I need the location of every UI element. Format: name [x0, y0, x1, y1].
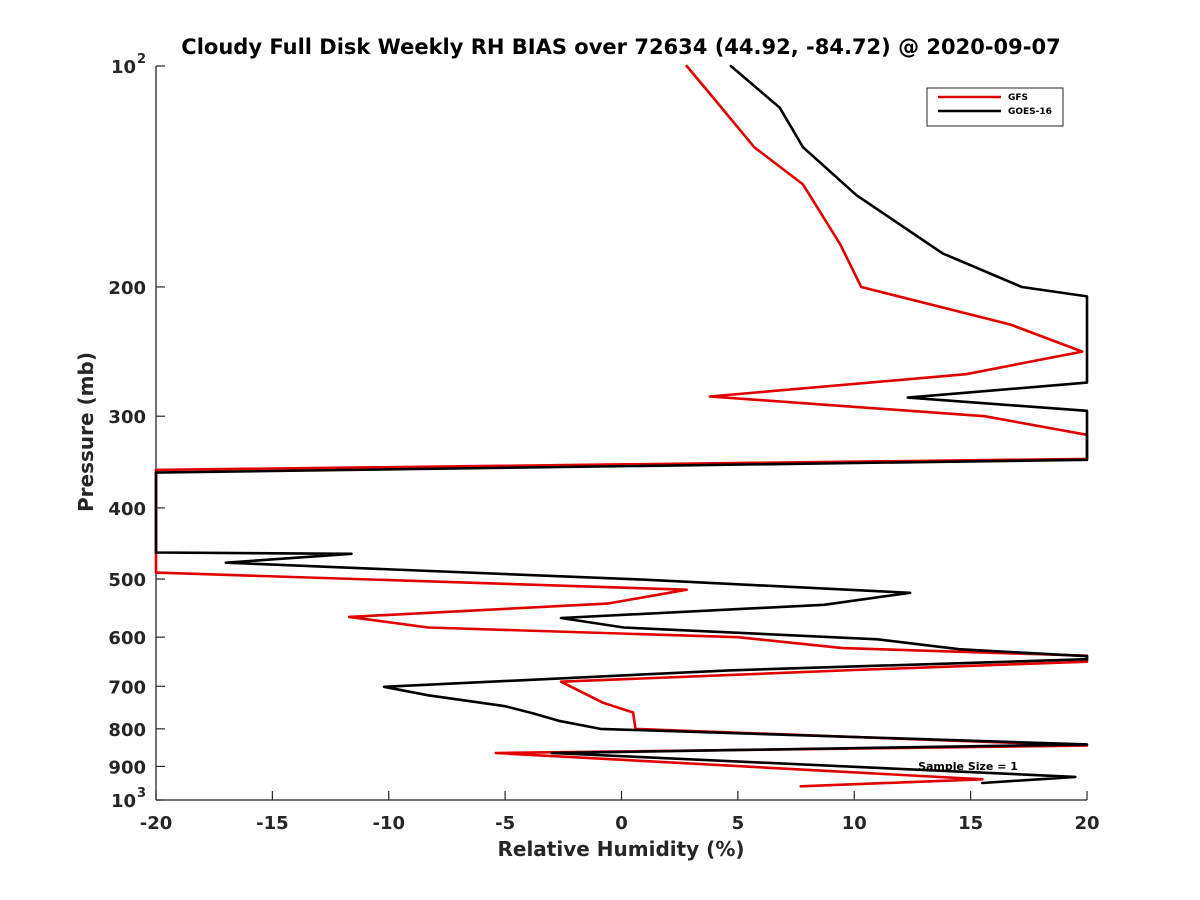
- x-tick-label: 15: [958, 813, 983, 834]
- y-tick-label: 600: [108, 628, 146, 649]
- x-tick-label: 10: [842, 813, 867, 834]
- x-tick-label: -5: [495, 813, 515, 834]
- series-line-gfs: [154, 64, 1089, 788]
- legend-label-gfs: GFS: [1008, 93, 1028, 103]
- y-tick-label: 400: [108, 499, 146, 520]
- x-tick-label: 0: [615, 813, 628, 834]
- legend-label-goes-16: GOES-16: [1008, 107, 1052, 117]
- y-tick-label: 200: [108, 278, 146, 299]
- x-tick-label: -15: [256, 813, 289, 834]
- series-line-goes-16: [154, 64, 1089, 785]
- y-tick-exponent: 2: [137, 52, 146, 67]
- y-tick-label: 900: [108, 757, 146, 778]
- x-tick-label: -20: [140, 813, 173, 834]
- sample-size-annotation: Sample Size = 1: [918, 760, 1018, 773]
- x-tick-label: 20: [1074, 813, 1099, 834]
- plot-frame: [155, 66, 1087, 801]
- legend: GFS GOES-16: [926, 87, 1064, 127]
- series-layer: [154, 64, 1089, 788]
- x-axis: -20 -15 -10 -5 0 5 10 15 20: [140, 791, 1100, 834]
- legend-box: [926, 87, 1064, 127]
- x-tick-label: -10: [372, 813, 405, 834]
- y-axis-label: Pressure (mb): [74, 352, 98, 512]
- y-tick-label: 700: [108, 677, 146, 698]
- y-tick-exponent: 3: [137, 786, 146, 801]
- y-tick-label: 300: [108, 407, 146, 428]
- x-axis-label: Relative Humidity (%): [497, 837, 744, 861]
- y-tick-label: 800: [108, 720, 146, 741]
- y-tick-label: 10: [111, 57, 136, 78]
- y-tick-label: 500: [108, 570, 146, 591]
- y-tick-label: 10: [111, 791, 136, 812]
- chart-title: Cloudy Full Disk Weekly RH BIAS over 726…: [181, 35, 1060, 59]
- x-tick-label: 5: [732, 813, 745, 834]
